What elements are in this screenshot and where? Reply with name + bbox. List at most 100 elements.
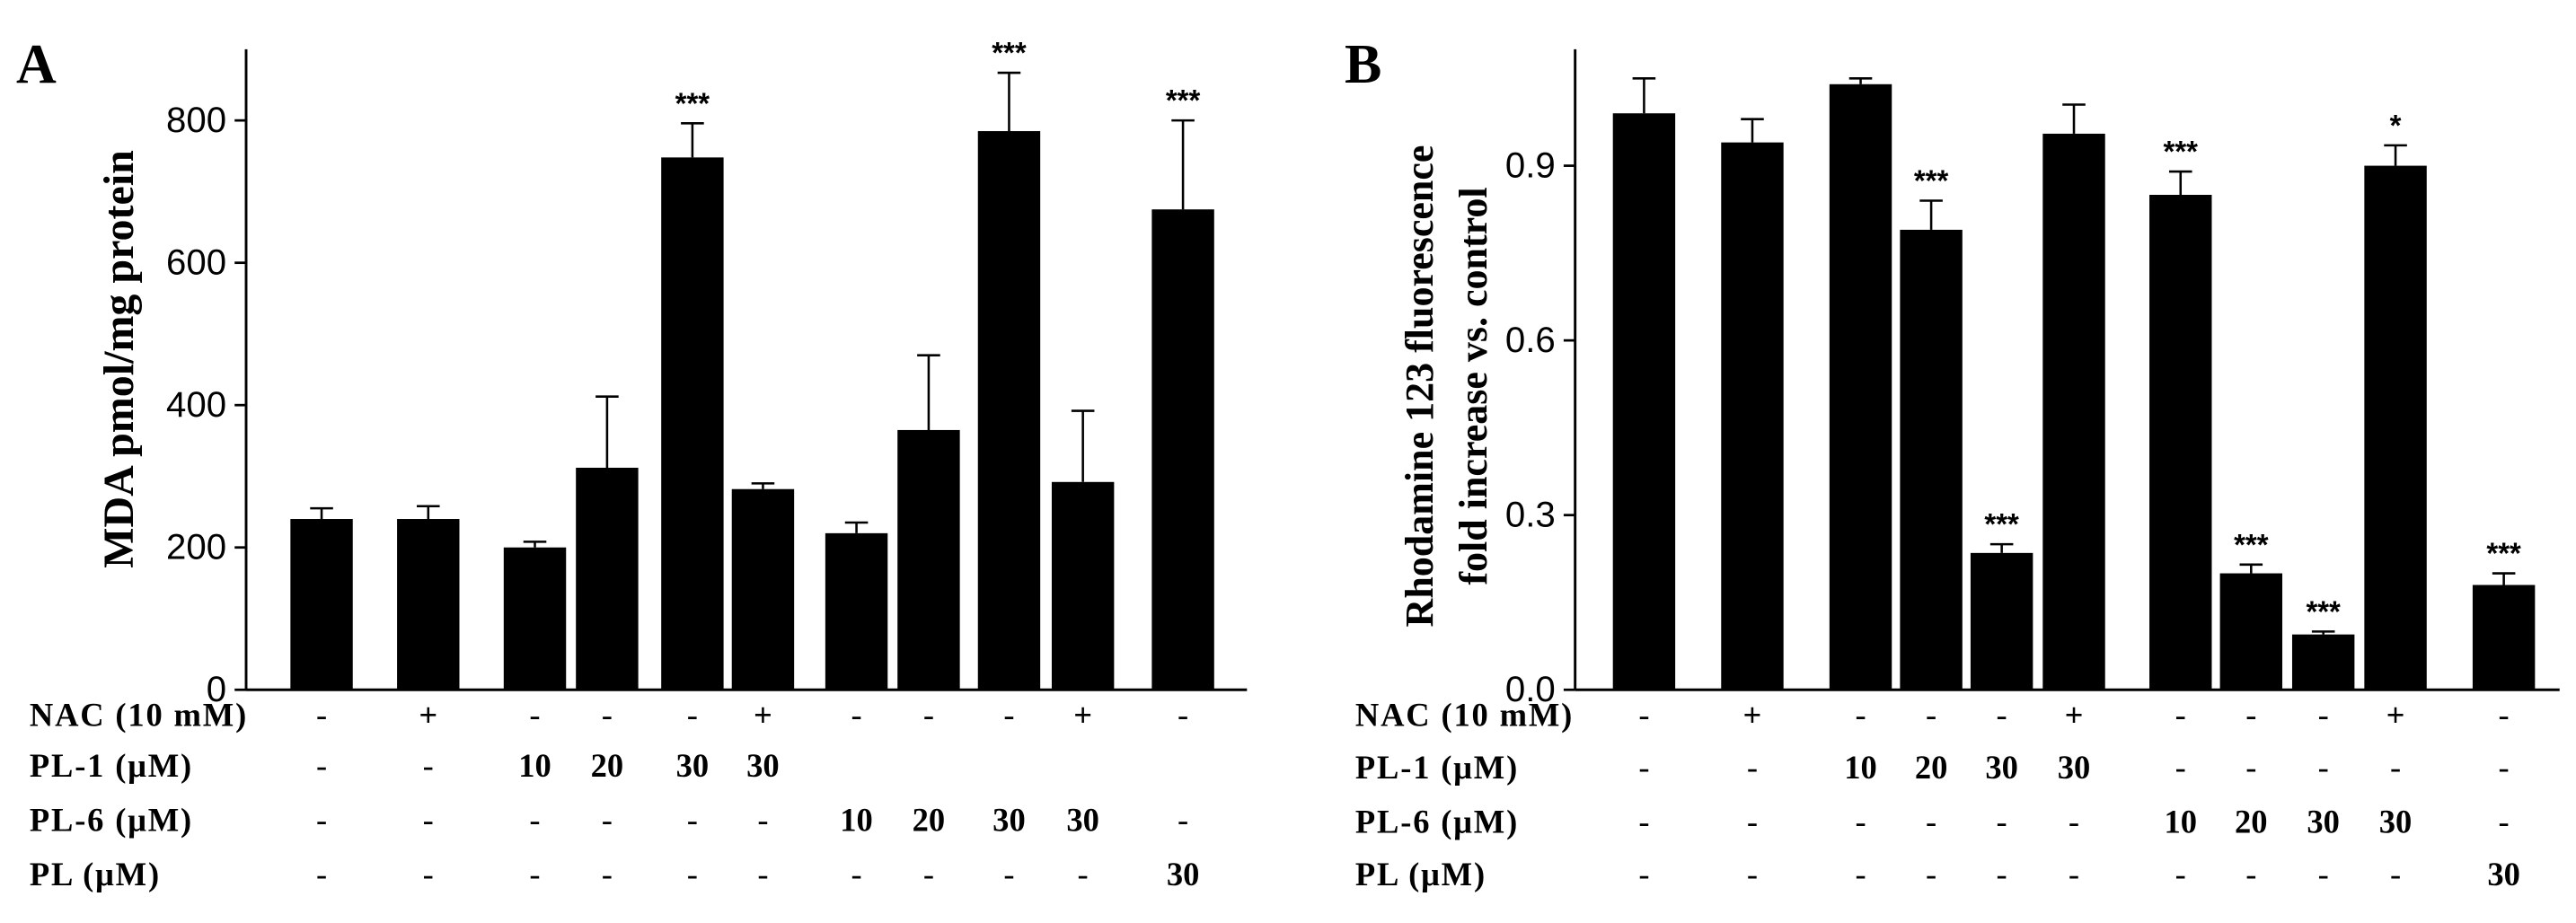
panel-a-condition-cell: 30 — [1167, 856, 1200, 892]
panel-a-y-axis-label: MDA pmol/mg protein — [95, 150, 143, 568]
panel-a-condition-cell: - — [529, 696, 540, 733]
panel-a-condition-cell: 30 — [1066, 802, 1099, 839]
panel-a-bar — [825, 532, 888, 690]
panel-b-condition-label: PL-1 (μM) — [1355, 749, 1519, 786]
panel-b-condition-cell: 30 — [2307, 803, 2340, 839]
panel-b-y-tick-label: 0.9 — [1505, 145, 1556, 185]
panel-b-label: B — [1345, 34, 1381, 95]
panel-a-condition-cell: - — [687, 696, 698, 733]
panel-a-condition-label: NAC (10 mM) — [30, 696, 248, 733]
panel-b-condition-cell: + — [1743, 696, 1762, 733]
panel-a: A MDA pmol/mg protein 0 200 400 600 800 *** **… — [16, 34, 1248, 892]
panel-b-bar — [2219, 573, 2283, 690]
panel-b-condition-cell: - — [1747, 856, 1758, 892]
panel-b-significance-mark: *** — [2486, 537, 2521, 570]
panel-b-condition-cell: 30 — [1985, 749, 2018, 786]
panel-a-condition-label: PL-6 (μM) — [30, 802, 193, 839]
panel-b-condition-cell: - — [1855, 803, 1866, 839]
panel-a-bar — [897, 429, 960, 690]
panel-b-condition-cell: - — [2175, 696, 2186, 733]
panel-a-condition-cell: - — [851, 696, 861, 733]
panel-b-condition-cell: 10 — [1844, 749, 1877, 786]
panel-a-condition-cell: - — [851, 856, 861, 892]
panel-b-condition-cell: - — [1997, 696, 2007, 733]
panel-a-y-tick-label: 200 — [166, 527, 226, 567]
panel-a-bar — [661, 157, 724, 690]
panel-b-condition-cell: + — [2065, 696, 2084, 733]
panel-b-condition-label: NAC (10 mM) — [1355, 696, 1574, 733]
panel-a-significance-mark: *** — [1166, 84, 1201, 117]
panel-a-condition-cell: - — [1003, 856, 1014, 892]
panel-a-condition-cell: - — [423, 856, 434, 892]
panel-a-condition-cell: - — [316, 696, 327, 733]
panel-a-condition-cell: - — [316, 747, 327, 784]
panel-b-condition-cell: - — [2318, 856, 2329, 892]
panel-a-significance-mark: *** — [675, 86, 710, 119]
panel-b-condition-cell: - — [2318, 696, 2329, 733]
panel-a-condition-cell: - — [757, 856, 768, 892]
panel-b-condition-cell: - — [2499, 696, 2510, 733]
panel-a-condition-cell: + — [1073, 696, 1092, 733]
panel-a-condition-cell: - — [687, 856, 698, 892]
panel-b-y-tick-label: 0.6 — [1505, 320, 1556, 360]
panel-b-condition-cell: - — [1926, 696, 1936, 733]
panel-b-bar — [1900, 229, 1963, 690]
panel-a-condition-cell: - — [529, 802, 540, 839]
panel-b-condition-cell: - — [2175, 749, 2186, 786]
panel-b-condition-cell: - — [2245, 696, 2256, 733]
panel-b-y-tick-label: 0.0 — [1505, 669, 1556, 709]
panel-b-condition-cell: 30 — [2487, 856, 2520, 892]
panel-b-significance-mark: *** — [2234, 528, 2269, 561]
panel-a-condition-cell: - — [602, 802, 613, 839]
panel-a-condition-cell: - — [602, 856, 613, 892]
panel-a-y-tick-label: 0 — [207, 669, 226, 709]
panel-a-condition-cell: - — [757, 802, 768, 839]
panel-a-y-tick-label: 400 — [166, 384, 226, 425]
panel-b-significance-mark: *** — [2164, 135, 2199, 168]
panel-b-condition-cell: - — [1638, 696, 1649, 733]
panel-b-condition-cell: 30 — [2058, 749, 2091, 786]
panel-b-condition-cell: - — [1997, 856, 2007, 892]
panel-b-condition-cell: - — [1855, 696, 1866, 733]
panel-a-condition-cell: - — [1078, 856, 1089, 892]
panel-b-bar — [2291, 634, 2355, 690]
panel-a-condition-cell: 20 — [591, 747, 624, 784]
panel-b-condition-cell: - — [1747, 803, 1758, 839]
panel-a-condition-cell: - — [316, 856, 327, 892]
panel-b-condition-cell: - — [1638, 749, 1649, 786]
panel-a-condition-cell: + — [419, 696, 437, 733]
panel-b-condition-cell: - — [2069, 803, 2079, 839]
panel-b-condition-cell: - — [1747, 749, 1758, 786]
panel-b-condition-cell: - — [1638, 803, 1649, 839]
panel-b-bar — [1970, 552, 2033, 690]
panel-a-condition-cell: 20 — [913, 802, 946, 839]
panel-b-condition-cell: + — [2386, 696, 2405, 733]
panel-b-condition-label: PL-6 (μM) — [1355, 803, 1519, 839]
panel-b-significance-mark: *** — [1984, 507, 2019, 541]
panel-a-significance-mark: *** — [992, 36, 1027, 69]
panel-b-condition-cell: 20 — [1915, 749, 1948, 786]
panel-b-significance-mark: *** — [2306, 594, 2341, 628]
panel-b-bar — [1612, 113, 1676, 690]
panel-b-condition-cell: - — [2069, 856, 2079, 892]
panel-b-y-tick-label: 0.3 — [1505, 494, 1556, 534]
panel-a-y-tick-label: 800 — [166, 100, 226, 140]
panel-b-condition-cell: - — [1997, 803, 2007, 839]
panel-b-condition-cell: - — [2499, 749, 2510, 786]
panel-b-condition-label: PL (μM) — [1355, 856, 1486, 892]
panel-b-condition-cell: - — [1926, 803, 1936, 839]
panel-a-bar — [290, 519, 353, 690]
panel-b-condition-cell: - — [2318, 749, 2329, 786]
panel-b-condition-cell: - — [1638, 856, 1649, 892]
panel-a-condition-cell: 30 — [746, 747, 780, 784]
panel-b-bar — [1829, 84, 1892, 690]
panel-b-bar — [2042, 133, 2105, 690]
panel-a-condition-cell: - — [529, 856, 540, 892]
panel-a-condition-cell: - — [923, 696, 934, 733]
panel-b-condition-cell: - — [2245, 856, 2256, 892]
panel-b-condition-cell: - — [1926, 856, 1936, 892]
panel-b-condition-cell: - — [2245, 749, 2256, 786]
panel-a-condition-cell: 30 — [676, 747, 710, 784]
panel-b-condition-cell: - — [2175, 856, 2186, 892]
